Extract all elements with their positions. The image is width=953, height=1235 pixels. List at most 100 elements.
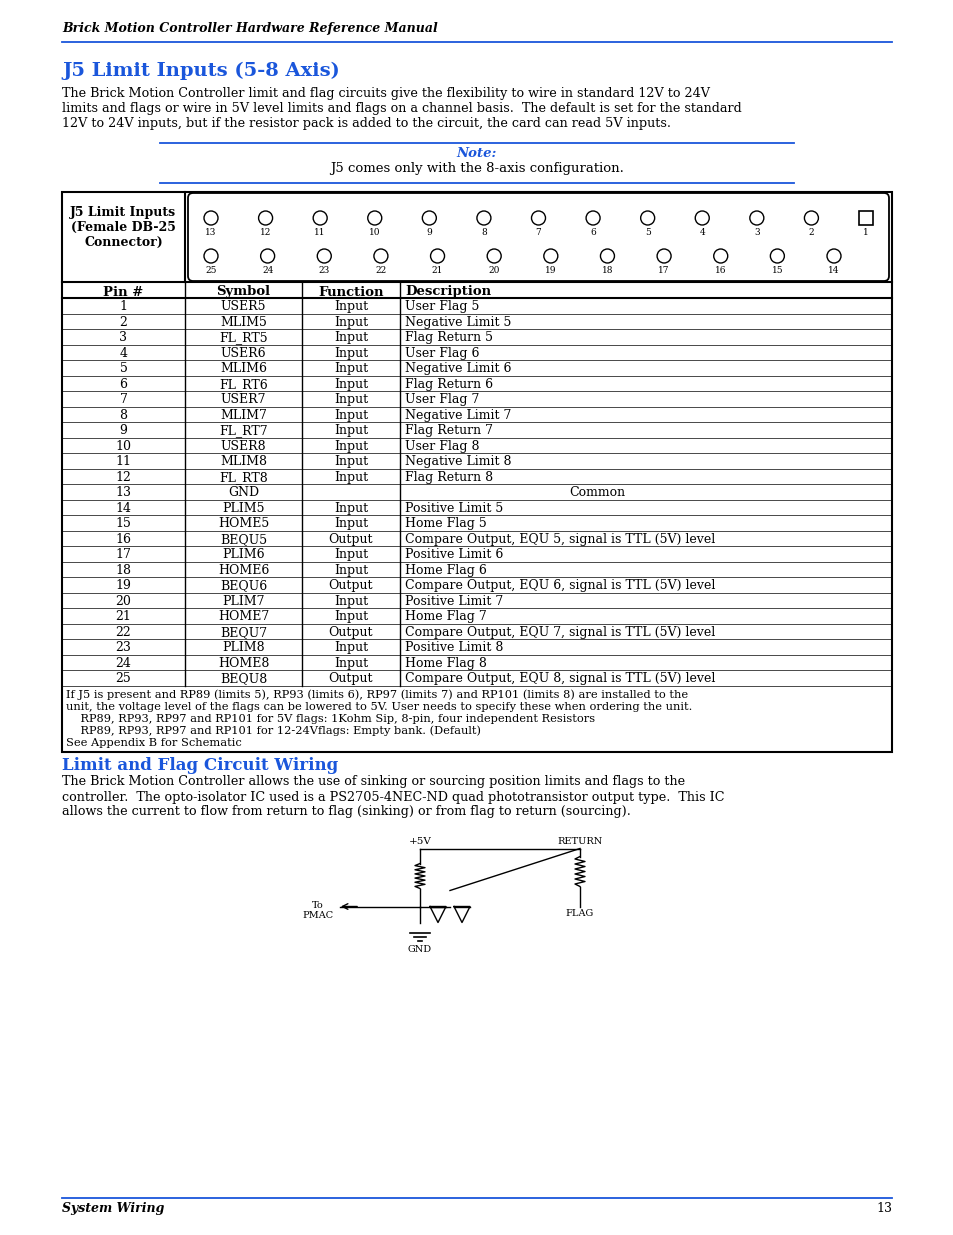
Text: USER7: USER7 — [220, 393, 266, 406]
Text: Compare Output, EQU 7, signal is TTL (5V) level: Compare Output, EQU 7, signal is TTL (5V… — [405, 626, 715, 638]
Text: allows the current to flow from return to flag (sinking) or from flag to return : allows the current to flow from return t… — [62, 805, 630, 819]
Text: System Wiring: System Wiring — [62, 1202, 164, 1215]
Text: FL_RT7: FL_RT7 — [219, 425, 268, 437]
Text: Positive Limit 7: Positive Limit 7 — [405, 595, 503, 608]
Text: 21: 21 — [432, 266, 443, 275]
Text: Compare Output, EQU 8, signal is TTL (5V) level: Compare Output, EQU 8, signal is TTL (5V… — [405, 672, 715, 685]
Text: 3: 3 — [119, 331, 128, 345]
Circle shape — [487, 249, 500, 263]
Text: FLAG: FLAG — [565, 909, 594, 919]
Text: Positive Limit 5: Positive Limit 5 — [405, 501, 503, 515]
Text: J5 Limit Inputs (5-8 Axis): J5 Limit Inputs (5-8 Axis) — [62, 62, 339, 80]
Circle shape — [422, 211, 436, 225]
Text: J5 Limit Inputs
(Female DB-25
Connector): J5 Limit Inputs (Female DB-25 Connector) — [71, 206, 176, 249]
Text: Input: Input — [334, 563, 368, 577]
Text: 7: 7 — [535, 228, 540, 237]
Text: 14: 14 — [827, 266, 839, 275]
Circle shape — [260, 249, 274, 263]
Text: Input: Input — [334, 501, 368, 515]
Text: 22: 22 — [375, 266, 386, 275]
FancyBboxPatch shape — [188, 193, 888, 282]
Text: 11: 11 — [314, 228, 326, 237]
Bar — [858, 211, 872, 225]
Circle shape — [585, 211, 599, 225]
Text: 16: 16 — [714, 266, 726, 275]
Circle shape — [640, 211, 654, 225]
Text: Common: Common — [568, 487, 624, 499]
Text: FL_RT8: FL_RT8 — [219, 471, 268, 484]
Text: 25: 25 — [115, 672, 132, 685]
Circle shape — [258, 211, 273, 225]
Text: Input: Input — [334, 316, 368, 329]
Text: 24: 24 — [115, 657, 132, 669]
Text: 1: 1 — [119, 300, 128, 314]
Text: 15: 15 — [115, 517, 132, 530]
Text: 22: 22 — [115, 626, 132, 638]
Text: FL_RT5: FL_RT5 — [219, 331, 268, 345]
Text: Input: Input — [334, 595, 368, 608]
Text: 5: 5 — [644, 228, 650, 237]
Text: unit, the voltage level of the flags can be lowered to 5V. User needs to specify: unit, the voltage level of the flags can… — [66, 701, 692, 711]
Text: Negative Limit 8: Negative Limit 8 — [405, 456, 511, 468]
Text: 10: 10 — [369, 228, 380, 237]
Text: MLIM8: MLIM8 — [220, 456, 267, 468]
Text: 13: 13 — [115, 487, 132, 499]
Text: RP89, RP93, RP97 and RP101 for 12-24Vflags: Empty bank. (Default): RP89, RP93, RP97 and RP101 for 12-24Vfla… — [66, 725, 480, 736]
Text: 6: 6 — [119, 378, 128, 390]
Text: HOME6: HOME6 — [217, 563, 269, 577]
Text: Input: Input — [334, 347, 368, 359]
Text: RETURN: RETURN — [557, 837, 602, 846]
Text: Output: Output — [329, 579, 373, 593]
Text: BEQU5: BEQU5 — [220, 532, 267, 546]
Text: Output: Output — [329, 532, 373, 546]
Text: 17: 17 — [658, 266, 669, 275]
Circle shape — [826, 249, 841, 263]
Text: Output: Output — [329, 626, 373, 638]
Text: USER8: USER8 — [220, 440, 266, 453]
Text: 5: 5 — [119, 362, 128, 375]
Circle shape — [531, 211, 545, 225]
Text: USER5: USER5 — [220, 300, 266, 314]
Text: Negative Limit 7: Negative Limit 7 — [405, 409, 511, 421]
Text: Input: Input — [334, 378, 368, 390]
Text: Home Flag 8: Home Flag 8 — [405, 657, 486, 669]
Text: Home Flag 5: Home Flag 5 — [405, 517, 486, 530]
Text: Flag Return 7: Flag Return 7 — [405, 425, 493, 437]
Circle shape — [476, 211, 491, 225]
Text: 19: 19 — [544, 266, 556, 275]
Text: To
PMAC: To PMAC — [302, 900, 334, 920]
Text: User Flag 6: User Flag 6 — [405, 347, 479, 359]
Text: 8: 8 — [480, 228, 486, 237]
Text: PLIM6: PLIM6 — [222, 548, 265, 561]
Text: 20: 20 — [488, 266, 499, 275]
Text: Input: Input — [334, 440, 368, 453]
Text: 10: 10 — [115, 440, 132, 453]
Text: User Flag 7: User Flag 7 — [405, 393, 478, 406]
Text: Input: Input — [334, 471, 368, 484]
Text: Input: Input — [334, 456, 368, 468]
Text: Function: Function — [318, 285, 383, 299]
Text: Brick Motion Controller Hardware Reference Manual: Brick Motion Controller Hardware Referen… — [62, 22, 437, 35]
Text: 13: 13 — [875, 1202, 891, 1215]
Text: Limit and Flag Circuit Wiring: Limit and Flag Circuit Wiring — [62, 757, 338, 773]
Text: 15: 15 — [771, 266, 782, 275]
Text: Flag Return 8: Flag Return 8 — [405, 471, 493, 484]
Text: Output: Output — [329, 672, 373, 685]
Circle shape — [430, 249, 444, 263]
Circle shape — [317, 249, 331, 263]
Text: Home Flag 6: Home Flag 6 — [405, 563, 486, 577]
Text: 18: 18 — [601, 266, 613, 275]
Text: 12: 12 — [115, 471, 132, 484]
Text: Flag Return 6: Flag Return 6 — [405, 378, 493, 390]
Text: 12: 12 — [259, 228, 271, 237]
Text: MLIM5: MLIM5 — [220, 316, 267, 329]
Text: Input: Input — [334, 331, 368, 345]
Text: PLIM7: PLIM7 — [222, 595, 265, 608]
Text: 9: 9 — [119, 425, 128, 437]
Text: MLIM6: MLIM6 — [220, 362, 267, 375]
Text: 13: 13 — [205, 228, 216, 237]
Text: 4: 4 — [119, 347, 128, 359]
Circle shape — [657, 249, 670, 263]
Circle shape — [599, 249, 614, 263]
Text: USER6: USER6 — [220, 347, 266, 359]
